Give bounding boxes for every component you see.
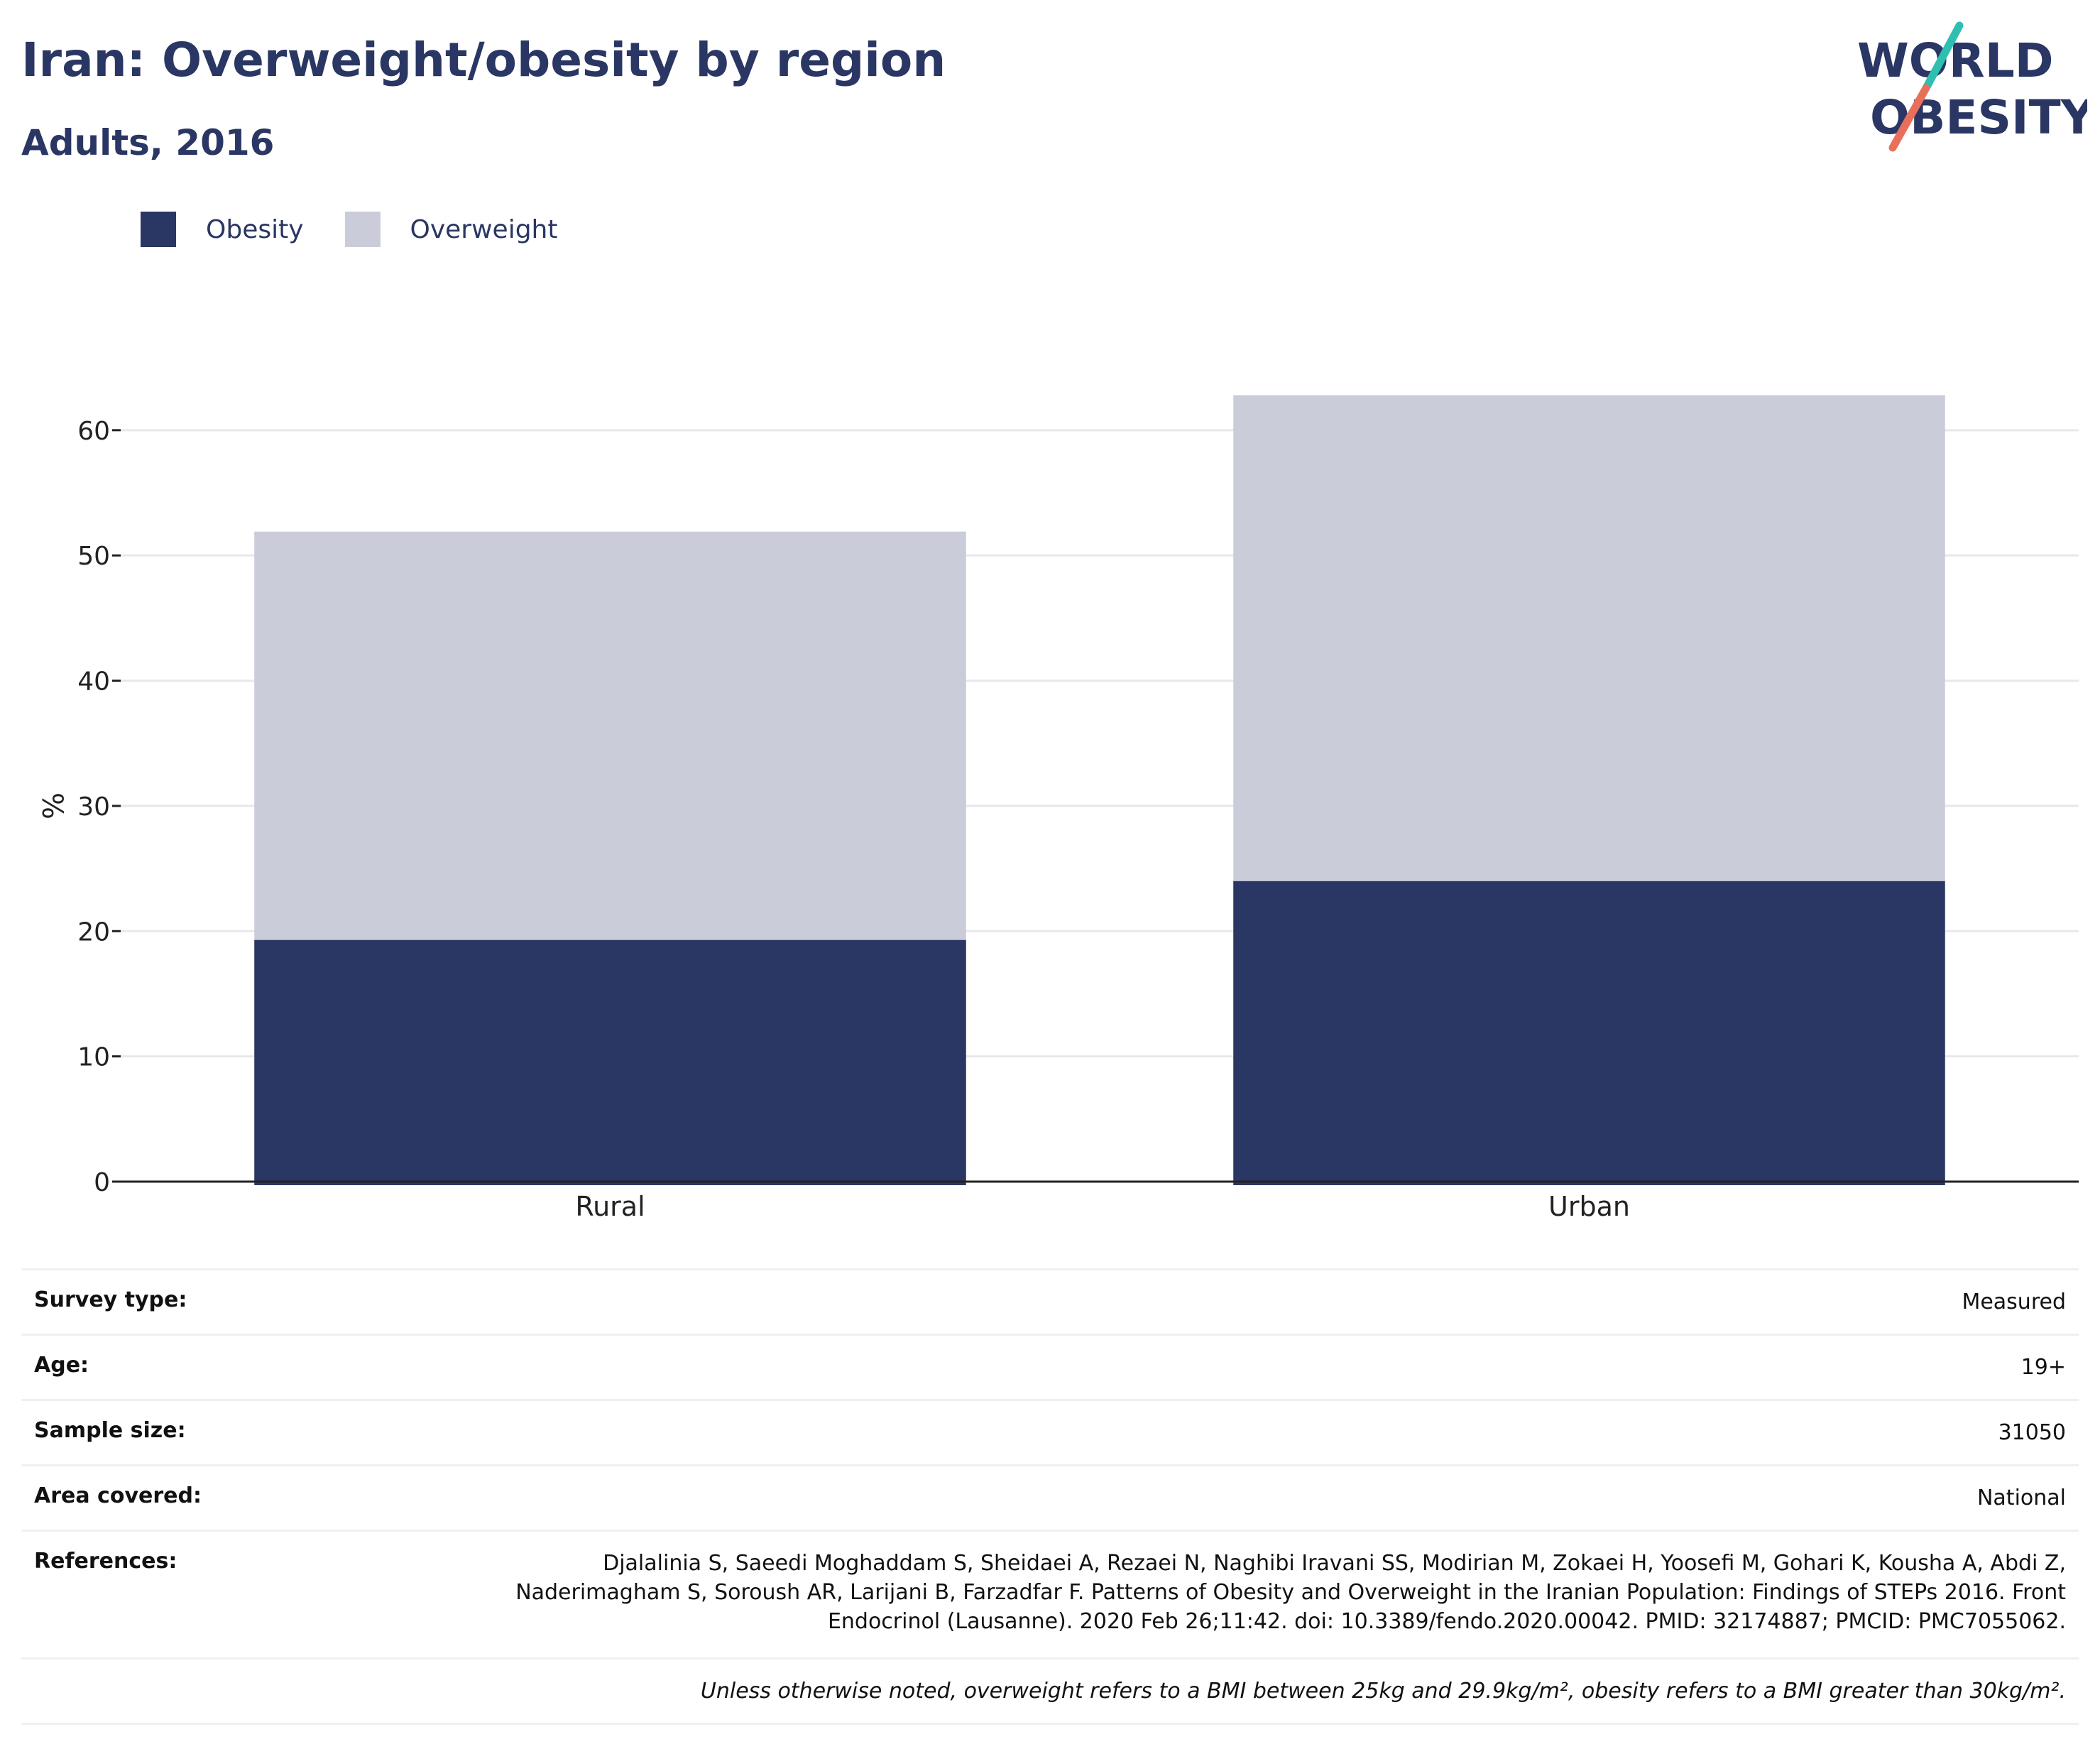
note-text: Unless otherwise noted, overweight refer… <box>700 1679 2066 1704</box>
chart-title: Iran: Overweight/obesity by region <box>21 33 946 87</box>
stacked-bar-chart: 0 10 20 30 40 50 60% Rural Urban <box>35 395 2079 1222</box>
bar-overweight-rural <box>254 531 966 940</box>
meta-row-sample-size: Sample size: 31050 <box>21 1399 2079 1464</box>
legend-item-obesity[interactable]: Obesity <box>141 212 304 247</box>
survey-metadata-table: Survey type: Measured Age: 19+ Sample si… <box>21 1268 2079 1725</box>
chart-subtitle: Adults, 2016 <box>21 122 275 163</box>
meta-value: 31050 <box>1998 1420 2066 1445</box>
y-tick-label: 0 <box>94 1168 110 1197</box>
meta-label: Survey type: <box>34 1287 187 1312</box>
meta-value: Measured <box>1962 1290 2066 1314</box>
meta-row-age: Age: 19+ <box>21 1334 2079 1399</box>
bar-overweight-urban <box>1233 395 1945 881</box>
meta-row-area-covered: Area covered: National <box>21 1464 2079 1530</box>
meta-label: Area covered: <box>34 1483 202 1508</box>
logo-accent-teal <box>1922 21 1964 92</box>
bmi-definition-note: Unless otherwise noted, overweight refer… <box>21 1657 2079 1725</box>
y-tick-label: 20 <box>77 917 110 947</box>
bar-obesity-urban <box>1233 881 1945 1185</box>
meta-label: Age: <box>34 1353 89 1378</box>
x-tick-label: Rural <box>575 1191 645 1222</box>
meta-value: 19+ <box>2020 1355 2066 1380</box>
y-tick-label: 30 <box>77 792 110 822</box>
chart-legend: Obesity Overweight <box>141 212 598 247</box>
legend-swatch-obesity <box>141 212 176 247</box>
bar-obesity-rural <box>254 939 966 1185</box>
logo-line-1: WORLD <box>1857 33 2054 88</box>
legend-label-obesity: Obesity <box>206 214 304 244</box>
x-tick-label: Urban <box>1548 1191 1630 1222</box>
y-tick-label: 50 <box>77 542 110 571</box>
meta-value: National <box>1976 1486 2066 1510</box>
meta-label: References: <box>34 1549 177 1574</box>
y-tick-label: 60 <box>77 417 110 446</box>
references-text: Djalalinia S, Saeedi Moghaddam S, Sheida… <box>515 1551 2066 1634</box>
legend-swatch-overweight <box>344 212 381 247</box>
legend-label-overweight: Overweight <box>410 214 558 244</box>
meta-label: Sample size: <box>34 1418 186 1443</box>
meta-row-survey-type: Survey type: Measured <box>21 1268 2079 1334</box>
y-tick-label: 10 <box>77 1043 110 1072</box>
legend-item-overweight[interactable]: Overweight <box>344 212 558 247</box>
world-obesity-logo: WORLD OBESITY <box>1857 21 2087 152</box>
logo-accent-coral <box>1888 84 1930 152</box>
meta-row-references: References: Djalalinia S, Saeedi Moghadd… <box>21 1530 2079 1657</box>
y-axis-label: % <box>35 792 68 819</box>
y-tick-label: 40 <box>77 668 110 697</box>
